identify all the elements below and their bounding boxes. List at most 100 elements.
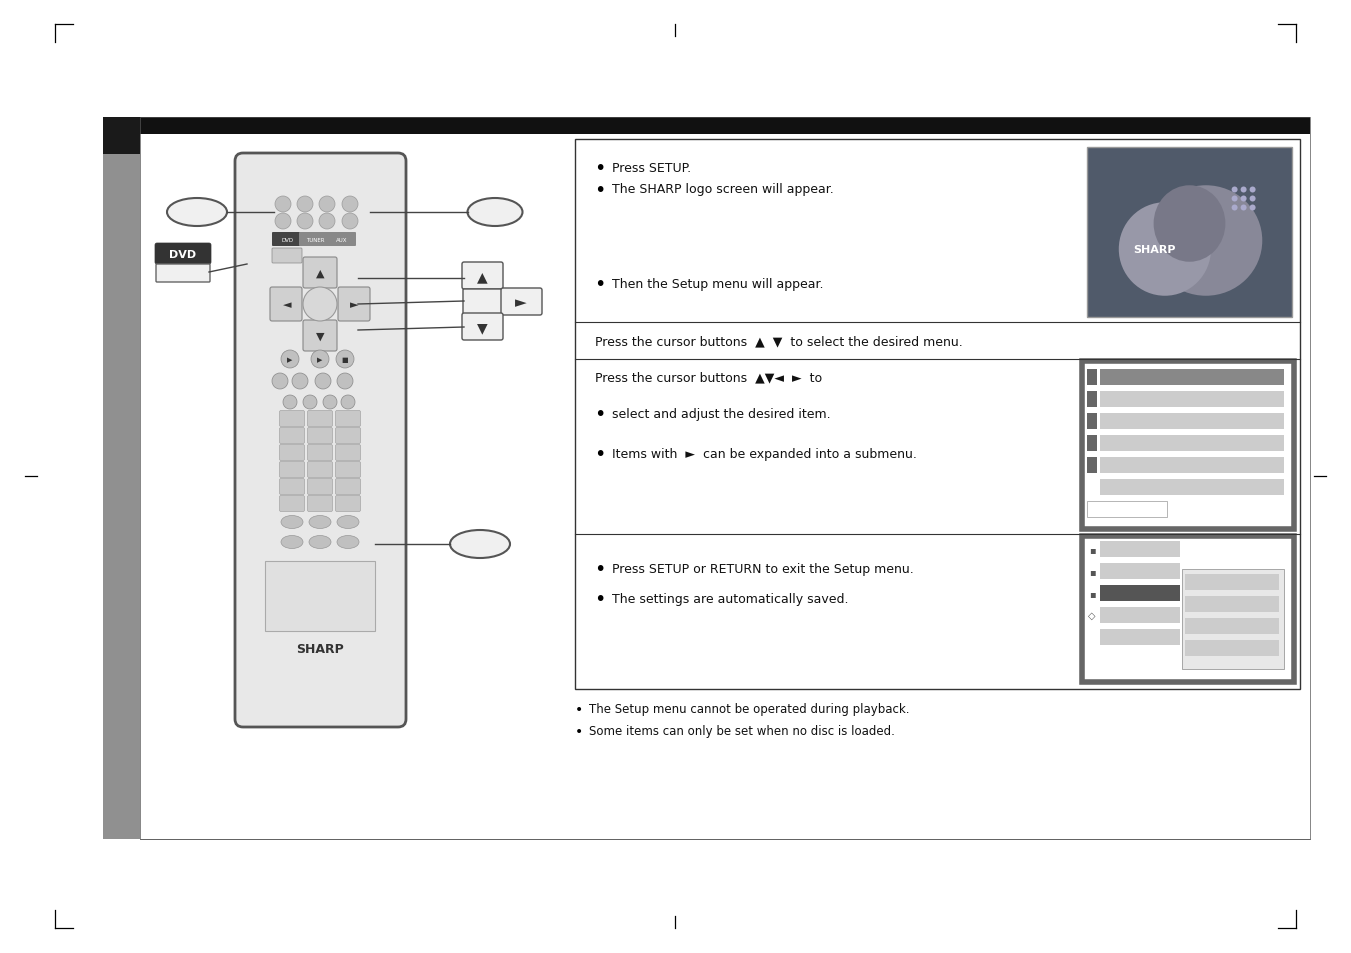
FancyBboxPatch shape [308,462,332,478]
Text: select and adjust the desired item.: select and adjust the desired item. [612,408,831,421]
FancyBboxPatch shape [501,289,542,315]
Bar [1100,629,1179,645]
Text: ◇: ◇ [1089,610,1096,620]
Text: The settings are automatically saved.: The settings are automatically saved. [612,593,848,606]
Text: •: • [594,275,605,294]
Text: •: • [576,724,584,739]
Circle shape [1232,188,1238,193]
Text: ▲: ▲ [477,270,488,284]
Circle shape [336,374,353,390]
Bar [1088,501,1167,517]
Bar [1185,618,1279,635]
Bar [1100,607,1179,623]
FancyBboxPatch shape [335,411,361,427]
Bar [265,561,376,631]
Bar [1088,457,1097,474]
Ellipse shape [281,536,303,549]
FancyBboxPatch shape [462,263,503,290]
Text: ▪: ▪ [1089,566,1096,577]
Circle shape [315,374,331,390]
Circle shape [1240,205,1247,212]
FancyBboxPatch shape [270,288,303,322]
FancyBboxPatch shape [280,445,304,461]
Circle shape [1250,196,1255,202]
Bar [1088,148,1292,317]
FancyBboxPatch shape [280,462,304,478]
Text: DVD: DVD [282,238,295,243]
Bar [1100,563,1179,579]
Text: TUNER: TUNER [305,238,324,243]
FancyBboxPatch shape [308,496,332,512]
FancyBboxPatch shape [335,445,361,461]
Bar [1088,370,1097,386]
FancyBboxPatch shape [155,244,211,265]
Ellipse shape [1119,203,1210,296]
Text: •: • [594,405,605,424]
Bar [1082,537,1294,682]
FancyBboxPatch shape [155,265,209,283]
FancyBboxPatch shape [326,233,357,247]
FancyBboxPatch shape [338,288,370,322]
Text: The Setup menu cannot be operated during playback.: The Setup menu cannot be operated during… [589,702,909,716]
Bar [1100,414,1283,430]
Text: Press SETUP or RETURN to exit the Setup menu.: Press SETUP or RETURN to exit the Setup … [612,563,913,576]
Bar [1088,414,1097,430]
Ellipse shape [336,516,359,529]
Text: •: • [576,702,584,717]
Bar [1185,640,1279,657]
Circle shape [281,351,299,369]
FancyBboxPatch shape [308,428,332,444]
Circle shape [282,395,297,410]
Bar [103,154,141,840]
FancyBboxPatch shape [303,257,336,289]
Text: Press the cursor buttons  ▲▼◄  ►  to: Press the cursor buttons ▲▼◄ ► to [594,371,823,384]
FancyBboxPatch shape [308,479,332,495]
Bar [1100,370,1283,386]
Ellipse shape [467,199,523,227]
Circle shape [319,196,335,213]
Circle shape [272,374,288,390]
Bar [1182,569,1283,669]
Circle shape [323,395,336,410]
Ellipse shape [450,531,509,558]
Text: •: • [594,560,605,578]
Circle shape [342,196,358,213]
Ellipse shape [1150,186,1262,296]
Bar [1100,585,1179,601]
Text: SHARP: SHARP [296,643,345,656]
Text: •: • [594,180,605,199]
Bar [1088,436,1097,452]
FancyBboxPatch shape [272,233,303,247]
Text: ■: ■ [342,356,349,363]
FancyBboxPatch shape [272,249,303,264]
Circle shape [1250,205,1255,212]
Circle shape [1250,188,1255,193]
Text: The SHARP logo screen will appear.: The SHARP logo screen will appear. [612,183,834,196]
Circle shape [342,213,358,230]
Ellipse shape [336,536,359,549]
Circle shape [1240,188,1247,193]
Text: ◄: ◄ [282,299,292,310]
Text: ►: ► [350,299,358,310]
Text: DVD: DVD [169,250,196,260]
FancyBboxPatch shape [463,290,503,314]
Ellipse shape [309,516,331,529]
Text: ▶: ▶ [317,356,323,363]
Text: ▲: ▲ [316,269,324,278]
Bar [1082,361,1294,530]
Text: ▼: ▼ [316,332,324,341]
Ellipse shape [281,516,303,529]
Text: SHARP: SHARP [1133,245,1175,254]
FancyBboxPatch shape [462,314,503,340]
Text: Items with  ►  can be expanded into a submenu.: Items with ► can be expanded into a subm… [612,448,917,461]
Text: ▪: ▪ [1089,588,1096,598]
FancyBboxPatch shape [280,479,304,495]
FancyBboxPatch shape [308,445,332,461]
FancyBboxPatch shape [335,496,361,512]
Bar [1185,597,1279,613]
Text: Then the Setup menu will appear.: Then the Setup menu will appear. [612,278,824,292]
Ellipse shape [168,199,227,227]
FancyBboxPatch shape [280,428,304,444]
Circle shape [1232,205,1238,212]
Bar [103,118,141,154]
